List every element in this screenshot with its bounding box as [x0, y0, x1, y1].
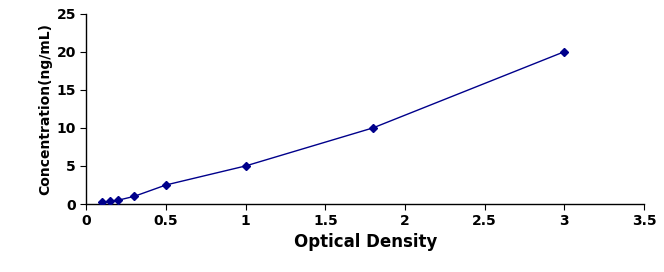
X-axis label: Optical Density: Optical Density: [293, 233, 437, 251]
Y-axis label: Concentration(ng/mL): Concentration(ng/mL): [39, 23, 52, 195]
